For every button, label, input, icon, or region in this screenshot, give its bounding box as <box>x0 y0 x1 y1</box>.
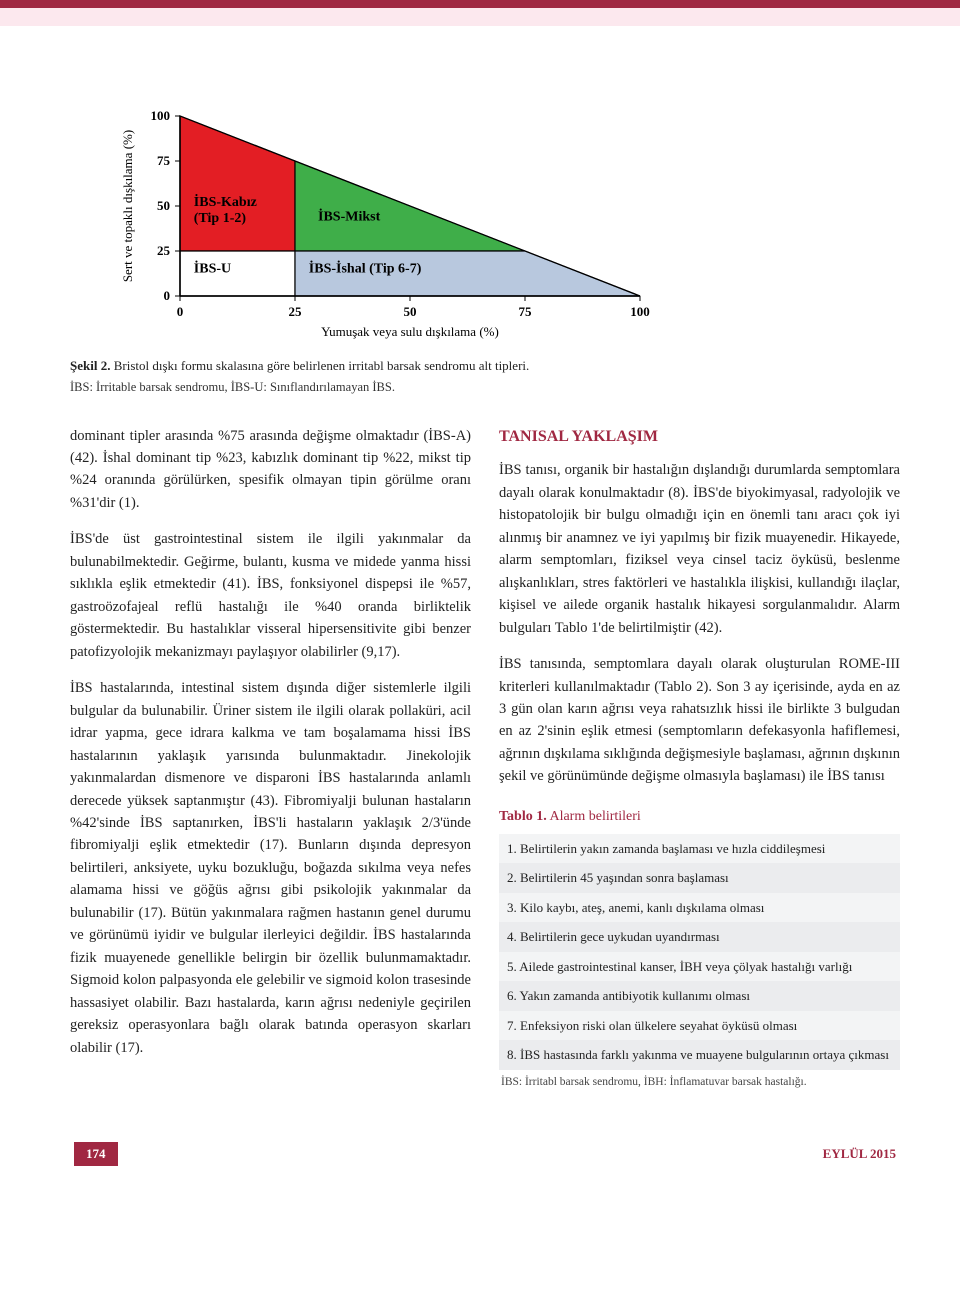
table-1: Tablo 1. Alarm belirtileri 1. Belirtiler… <box>499 806 900 1092</box>
svg-text:(Tip 1-2): (Tip 1-2) <box>194 211 247 226</box>
table-1-label: Tablo 1. <box>499 809 547 824</box>
page-footer: 174 EYLÜL 2015 <box>70 1142 900 1166</box>
table-row: 8. İBS hastasında farklı yakınma ve muay… <box>499 1040 900 1070</box>
table-1-footnote: İBS: İrritabl barsak sendromu, İBH: İnfl… <box>499 1070 900 1092</box>
table-row: 3. Kilo kaybı, ateş, anemi, kanlı dışkıl… <box>499 893 900 923</box>
header-bar <box>0 0 960 26</box>
right-column: TANISAL YAKLAŞIM İBS tanısı, organik bir… <box>499 425 900 1092</box>
figure-label: Şekil 2. <box>70 358 110 373</box>
figure-caption: Şekil 2. Bristol dışkı formu skalasına g… <box>70 356 900 376</box>
svg-text:Sert ve topaklı dışkılama (%): Sert ve topaklı dışkılama (%) <box>120 130 135 282</box>
table-row: 2. Belirtilerin 45 yaşından sonra başlam… <box>499 863 900 893</box>
svg-text:50: 50 <box>157 198 170 213</box>
svg-text:İBS-Kabız: İBS-Kabız <box>194 193 257 210</box>
left-p2: İBS'de üst gastrointestinal sistem ile i… <box>70 528 471 663</box>
svg-text:50: 50 <box>404 304 417 319</box>
footer-date: EYLÜL 2015 <box>823 1146 896 1162</box>
body-columns: dominant tipler arasında %75 arasında de… <box>70 425 900 1092</box>
svg-text:75: 75 <box>157 153 171 168</box>
svg-text:25: 25 <box>289 304 303 319</box>
table-1-title: Tablo 1. Alarm belirtileri <box>499 806 900 828</box>
table-row: 5. Ailede gastrointestinal kanser, İBH v… <box>499 952 900 982</box>
table-1-rows: 1. Belirtilerin yakın zamanda başlaması … <box>499 834 900 1070</box>
page-content: 0 25 50 75 100 0 25 50 75 100 Yumuşak veya sulu dı… <box>0 26 960 1186</box>
table-row: 1. Belirtilerin yakın zamanda başlaması … <box>499 834 900 864</box>
left-p3: İBS hastalarında, intestinal sistem dışı… <box>70 677 471 1059</box>
section-title: TANISAL YAKLAŞIM <box>499 425 900 450</box>
svg-text:100: 100 <box>151 108 171 123</box>
svg-text:Yumuşak veya sulu dışkılama (%: Yumuşak veya sulu dışkılama (%) <box>321 324 499 339</box>
figure-subcaption: İBS: İrritable barsak sendromu, İBS-U: S… <box>70 380 900 395</box>
table-row: 6. Yakın zamanda antibiyotik kullanımı o… <box>499 981 900 1011</box>
left-p1: dominant tipler arasında %75 arasında de… <box>70 425 471 515</box>
chart-svg: 0 25 50 75 100 0 25 50 75 100 Yumuşak veya sulu dı… <box>110 96 670 346</box>
svg-text:100: 100 <box>630 304 650 319</box>
svg-text:İBS-Mikst: İBS-Mikst <box>318 207 381 224</box>
right-p1: İBS tanısı, organik bir hastalığın dışla… <box>499 459 900 639</box>
svg-text:0: 0 <box>177 304 184 319</box>
page-number: 174 <box>74 1142 118 1166</box>
right-p2: İBS tanısında, semptomlara dayalı olarak… <box>499 653 900 788</box>
svg-text:75: 75 <box>519 304 533 319</box>
svg-text:0: 0 <box>164 288 171 303</box>
table-row: 4. Belirtilerin gece uykudan uyandırması <box>499 922 900 952</box>
left-column: dominant tipler arasında %75 arasında de… <box>70 425 471 1092</box>
table-1-title-text: Alarm belirtileri <box>549 809 640 824</box>
svg-text:25: 25 <box>157 243 171 258</box>
table-row: 7. Enfeksiyon riski olan ülkelere seyaha… <box>499 1011 900 1041</box>
figure-caption-text: Bristol dışkı formu skalasına göre belir… <box>114 358 530 373</box>
svg-text:İBS-İshal (Tip 6-7): İBS-İshal (Tip 6-7) <box>309 260 422 277</box>
svg-text:İBS-U: İBS-U <box>194 260 231 277</box>
figure-2-chart: 0 25 50 75 100 0 25 50 75 100 Yumuşak veya sulu dı… <box>110 96 670 346</box>
